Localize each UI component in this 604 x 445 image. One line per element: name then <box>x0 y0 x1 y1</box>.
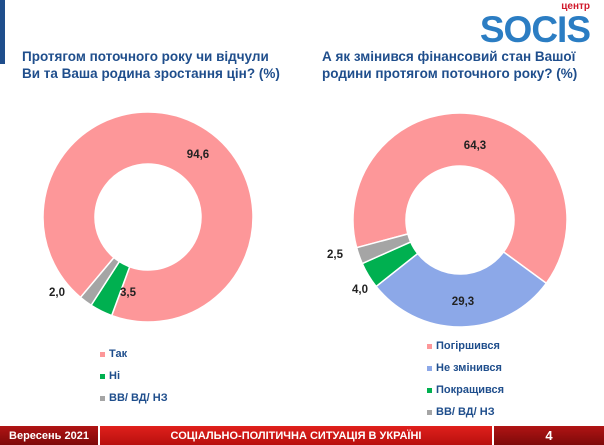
donut-slice <box>355 233 412 265</box>
footer-title: СОЦІАЛЬНО-ПОЛІТИЧНА СИТУАЦІЯ В УКРАЇНІ <box>100 426 492 445</box>
data-label: 2,0 <box>49 287 65 299</box>
legend-label: Не змінився <box>436 362 502 374</box>
data-label: 2,5 <box>327 249 344 261</box>
chart2-legend: Погіршився Не змінився Покращився ВВ/ ВД/ Н… <box>427 335 504 423</box>
legend-item: ВВ/ ВД/ НЗ <box>100 387 168 409</box>
legend-label: ВВ/ ВД/ НЗ <box>109 392 168 404</box>
page-number: 4 <box>494 426 604 445</box>
chart1-legend: Так Ні ВВ/ ВД/ НЗ <box>100 343 168 409</box>
data-label: 64,3 <box>464 140 486 152</box>
legend-item: Погіршився <box>427 335 504 357</box>
legend-swatch <box>427 365 432 371</box>
data-label: 4,0 <box>352 284 368 296</box>
data-label: 29,3 <box>452 296 474 308</box>
legend-swatch <box>427 387 432 393</box>
legend-swatch <box>427 409 432 415</box>
logo-text: SOCIS <box>479 9 591 50</box>
donut-slice <box>352 112 568 285</box>
legend-swatch <box>100 395 105 401</box>
donut-slice <box>42 111 254 323</box>
logo-subtitle: центр <box>561 1 590 12</box>
data-label: 94,6 <box>187 149 209 161</box>
legend-item: ВВ/ ВД/ НЗ <box>427 401 504 423</box>
legend-item: Так <box>100 343 168 365</box>
donut-slice <box>79 256 121 307</box>
legend-label: Погіршився <box>436 340 500 352</box>
donut-slice <box>375 250 548 328</box>
accent-bar <box>0 0 5 64</box>
footer: Вересень 2021 СОЦІАЛЬНО-ПОЛІТИЧНА СИТУАЦ… <box>0 426 604 445</box>
chart2-title: А як змінився фінансовий стан Вашої роди… <box>322 49 578 81</box>
legend-item: Покращився <box>427 379 504 401</box>
legend-item: Не змінився <box>427 357 504 379</box>
socis-logo: центр SOCIS <box>479 1 591 50</box>
legend-swatch <box>427 343 432 349</box>
legend-swatch <box>100 351 105 357</box>
legend-label: Покращився <box>436 384 505 396</box>
legend-swatch <box>100 373 105 379</box>
data-label: 3,5 <box>120 287 137 299</box>
legend-item: Ні <box>100 365 168 387</box>
legend-label: ВВ/ ВД/ НЗ <box>436 406 495 418</box>
legend-label: Ні <box>109 370 120 382</box>
legend-label: Так <box>109 348 128 360</box>
footer-date: Вересень 2021 <box>0 426 98 445</box>
chart1-title: Протягом поточного року чи відчули Ви та… <box>22 49 280 81</box>
